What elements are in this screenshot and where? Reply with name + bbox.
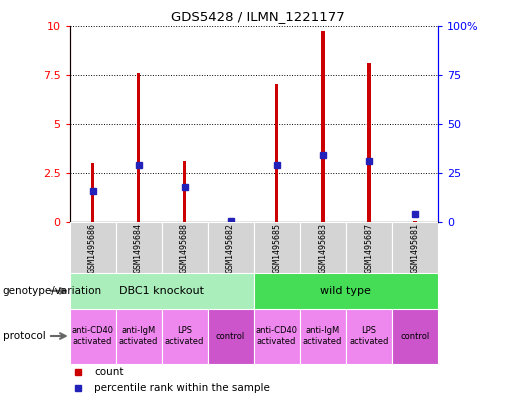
Bar bbox=[115, 309, 162, 364]
Text: GSM1495685: GSM1495685 bbox=[272, 222, 281, 273]
Text: control: control bbox=[216, 332, 245, 340]
Text: LPS
activated: LPS activated bbox=[349, 326, 388, 346]
Text: anti-CD40
activated: anti-CD40 activated bbox=[255, 326, 298, 346]
Text: GSM1495683: GSM1495683 bbox=[318, 222, 327, 273]
Text: GSM1495681: GSM1495681 bbox=[410, 222, 419, 273]
Bar bbox=[70, 273, 253, 309]
Text: GSM1495686: GSM1495686 bbox=[88, 222, 97, 273]
Bar bbox=[229, 221, 232, 222]
Bar bbox=[70, 309, 115, 364]
Bar bbox=[208, 222, 253, 273]
Bar bbox=[392, 309, 438, 364]
Text: anti-IgM
activated: anti-IgM activated bbox=[119, 326, 158, 346]
Bar bbox=[208, 309, 253, 364]
Bar bbox=[70, 222, 115, 273]
Text: GSM1495687: GSM1495687 bbox=[364, 222, 373, 273]
Text: GDS5428 / ILMN_1221177: GDS5428 / ILMN_1221177 bbox=[170, 10, 345, 23]
Bar bbox=[300, 309, 346, 364]
Bar bbox=[115, 222, 162, 273]
Bar bbox=[300, 222, 346, 273]
Bar bbox=[253, 309, 300, 364]
Bar bbox=[321, 31, 324, 222]
Bar bbox=[346, 222, 392, 273]
Text: control: control bbox=[400, 332, 430, 340]
Text: wild type: wild type bbox=[320, 286, 371, 296]
Text: percentile rank within the sample: percentile rank within the sample bbox=[94, 383, 270, 393]
Bar bbox=[183, 161, 186, 222]
Bar bbox=[413, 221, 417, 222]
Text: anti-IgM
activated: anti-IgM activated bbox=[303, 326, 342, 346]
Text: GSM1495682: GSM1495682 bbox=[226, 222, 235, 273]
Bar bbox=[253, 273, 438, 309]
Text: genotype/variation: genotype/variation bbox=[3, 286, 101, 296]
Text: GSM1495688: GSM1495688 bbox=[180, 222, 189, 273]
Bar bbox=[136, 73, 141, 222]
Bar bbox=[91, 163, 94, 222]
Bar bbox=[367, 63, 371, 222]
Text: protocol: protocol bbox=[3, 331, 45, 341]
Bar bbox=[392, 222, 438, 273]
Text: anti-CD40
activated: anti-CD40 activated bbox=[72, 326, 113, 346]
Bar bbox=[253, 222, 300, 273]
Text: LPS
activated: LPS activated bbox=[165, 326, 204, 346]
Bar bbox=[346, 309, 392, 364]
Bar bbox=[162, 222, 208, 273]
Text: DBC1 knockout: DBC1 knockout bbox=[119, 286, 204, 296]
Bar bbox=[275, 84, 279, 222]
Bar bbox=[162, 309, 208, 364]
Text: count: count bbox=[94, 367, 124, 377]
Text: GSM1495684: GSM1495684 bbox=[134, 222, 143, 273]
